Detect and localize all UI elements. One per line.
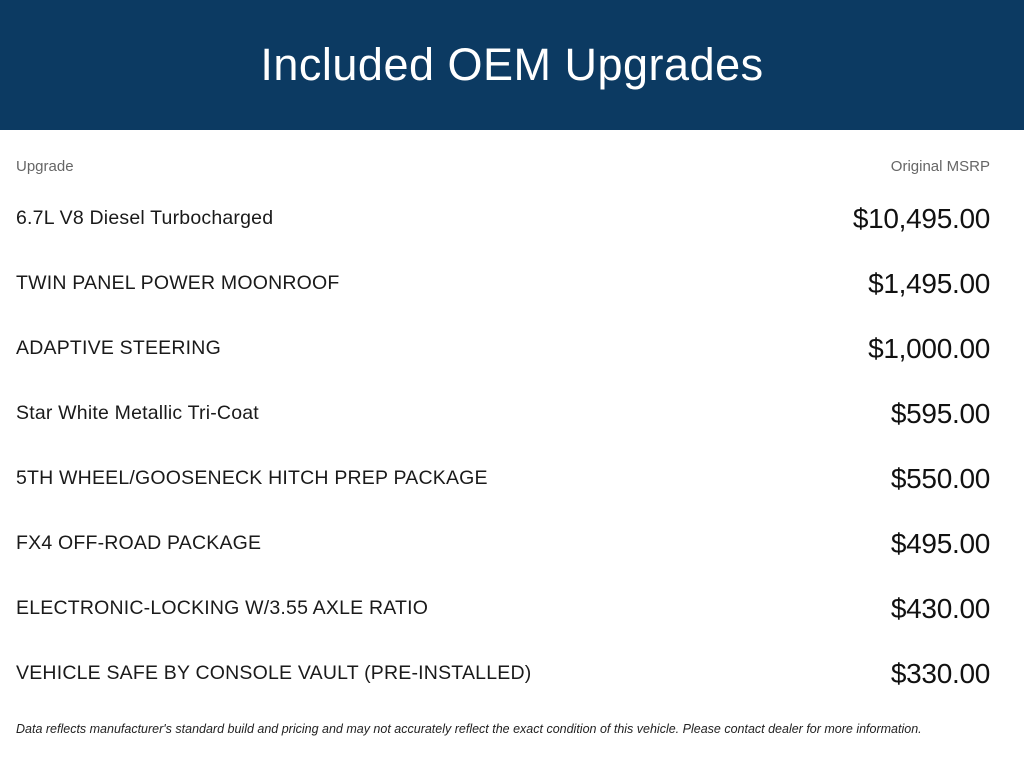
upgrade-msrp: $430.00	[890, 592, 990, 624]
upgrade-msrp: $1,000.00	[868, 332, 990, 364]
table-row: 6.7L V8 Diesel Turbocharged $10,495.00	[16, 186, 990, 251]
disclaimer-text: Data reflects manufacturer's standard bu…	[16, 721, 922, 736]
upgrade-name: TWIN PANEL POWER MOONROOF	[16, 272, 340, 294]
upgrade-name: VEHICLE SAFE BY CONSOLE VAULT (PRE-INSTA…	[16, 662, 532, 684]
table-row: TWIN PANEL POWER MOONROOF $1,495.00	[16, 251, 990, 316]
table-row: 5TH WHEEL/GOOSENECK HITCH PREP PACKAGE $…	[16, 446, 990, 511]
upgrade-name: ELECTRONIC-LOCKING W/3.55 AXLE RATIO	[16, 597, 429, 619]
upgrade-msrp: $550.00	[890, 462, 990, 494]
upgrade-name: 6.7L V8 Diesel Turbocharged	[16, 207, 274, 229]
upgrade-name: Star White Metallic Tri-Coat	[16, 402, 259, 424]
upgrade-name: 5TH WHEEL/GOOSENECK HITCH PREP PACKAGE	[16, 467, 488, 489]
table-row: Star White Metallic Tri-Coat $595.00	[16, 381, 990, 446]
upgrade-msrp: $1,495.00	[868, 267, 990, 299]
table-row: ADAPTIVE STEERING $1,000.00	[16, 316, 990, 381]
column-header-upgrade: Upgrade	[16, 157, 74, 175]
panel-header: Included OEM Upgrades	[0, 0, 1024, 130]
upgrade-msrp: $595.00	[890, 397, 990, 429]
table-row: FX4 OFF-ROAD PACKAGE $495.00	[16, 511, 990, 576]
table-row: ELECTRONIC-LOCKING W/3.55 AXLE RATIO $43…	[16, 576, 990, 641]
upgrade-msrp: $330.00	[890, 657, 990, 689]
table-row: VEHICLE SAFE BY CONSOLE VAULT (PRE-INSTA…	[16, 641, 990, 706]
page-title: Included OEM Upgrades	[260, 39, 764, 90]
upgrade-msrp: $10,495.00	[852, 202, 990, 234]
column-header-msrp: Original MSRP	[890, 157, 990, 175]
upgrades-table: Upgrade Original MSRP 6.7L V8 Diesel Tur…	[0, 130, 1024, 706]
upgrade-name: ADAPTIVE STEERING	[16, 337, 221, 359]
upgrade-msrp: $495.00	[890, 527, 990, 559]
table-header-row: Upgrade Original MSRP	[16, 130, 990, 186]
upgrade-name: FX4 OFF-ROAD PACKAGE	[16, 532, 262, 554]
panel-footer: Data reflects manufacturer's standard bu…	[0, 706, 1024, 748]
